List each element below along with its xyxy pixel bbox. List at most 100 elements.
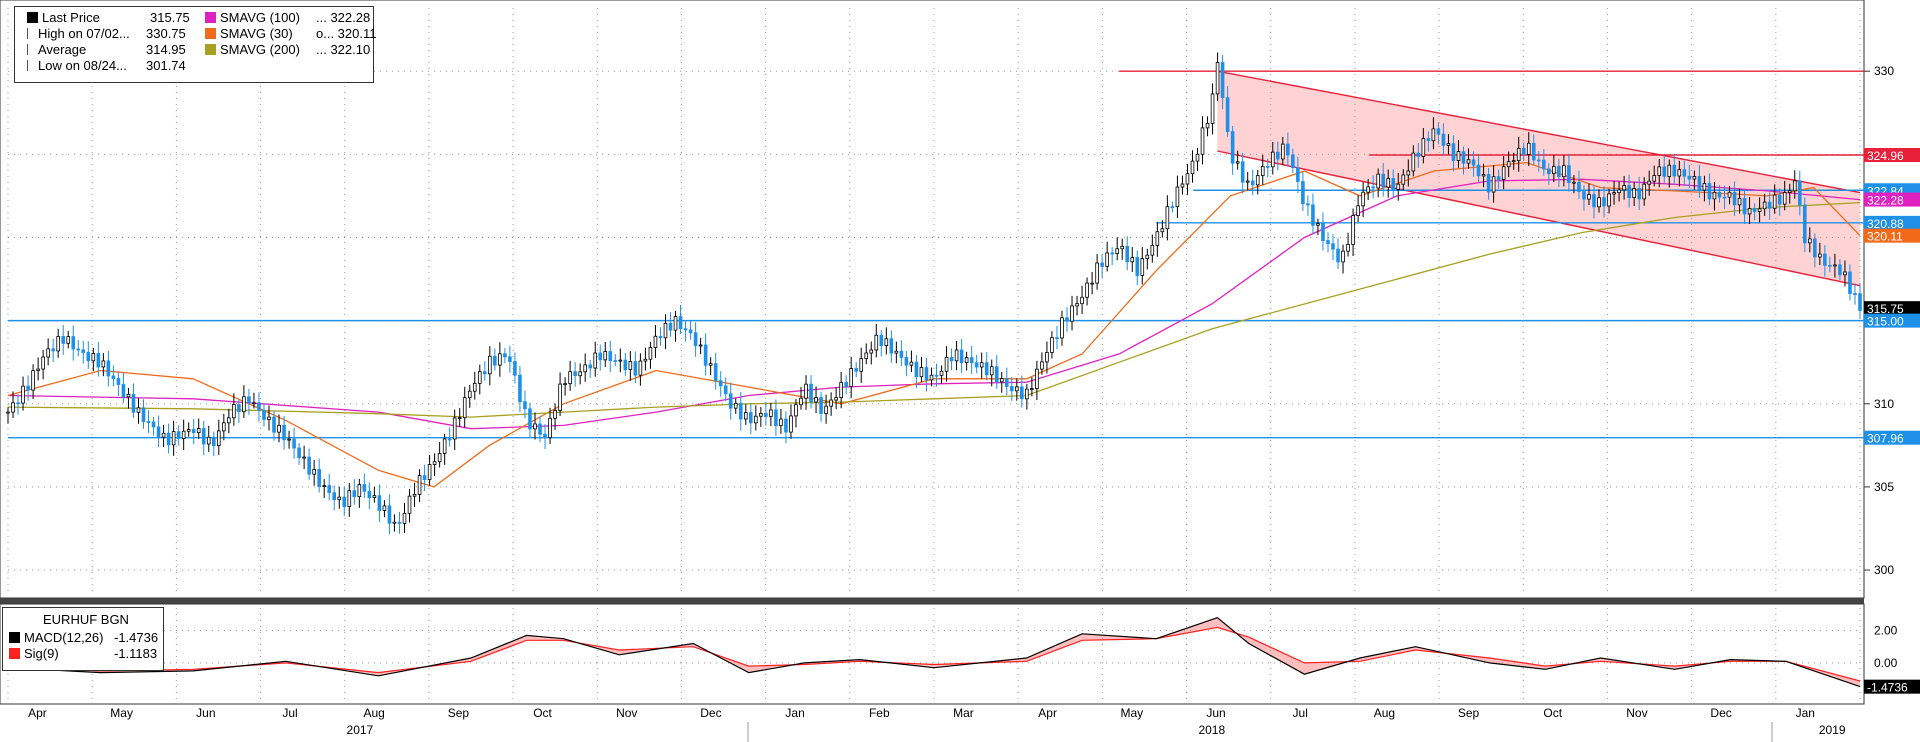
- candle-body: [1065, 317, 1069, 322]
- candle-body: [1406, 170, 1411, 176]
- candle-body: [1767, 201, 1772, 209]
- candle-body: [16, 402, 20, 405]
- legend-ma-row: SMAVG (100) ... 322.28: [205, 10, 370, 26]
- candle-body: [437, 452, 442, 463]
- candle-body: [287, 438, 291, 441]
- candle-body: [302, 456, 306, 459]
- candle-body: [312, 469, 316, 475]
- candle-body: [498, 353, 502, 366]
- candle-body: [1536, 159, 1541, 162]
- price-label-text: 315.00: [1867, 315, 1904, 329]
- candle-body: [1813, 238, 1817, 258]
- candle-body: [1632, 188, 1636, 198]
- candle-body: [1311, 204, 1315, 226]
- candle-body: [1075, 303, 1079, 307]
- x-tick-label: Jul: [282, 706, 297, 720]
- candle-body: [1210, 93, 1215, 124]
- candle-body: [854, 368, 859, 372]
- price-label-tag: 320.88: [1864, 215, 1920, 231]
- candle-body: [91, 353, 96, 362]
- candle-body: [1326, 240, 1330, 245]
- candle-body: [1090, 282, 1094, 285]
- candle-body: [56, 336, 60, 352]
- candle-body: [578, 371, 582, 377]
- candle-body: [1617, 189, 1621, 193]
- candle-body: [839, 382, 843, 398]
- candle-body: [1547, 168, 1551, 175]
- candle-body: [1737, 197, 1742, 206]
- price-label-text: 322.28: [1867, 194, 1904, 208]
- candle-body: [211, 436, 216, 446]
- candle-body: [1717, 191, 1722, 198]
- candle-body: [427, 464, 432, 481]
- candle-body: [1582, 191, 1586, 200]
- x-tick-label: Apr: [1038, 706, 1057, 720]
- candle-body: [1316, 223, 1320, 226]
- candle-body: [904, 357, 909, 366]
- candle-body: [1687, 175, 1692, 180]
- candle-body: [1587, 194, 1591, 200]
- legend-value: 301.74: [146, 58, 186, 73]
- candle-body: [1215, 62, 1220, 95]
- color-swatch-icon: [205, 44, 216, 55]
- price-label-bg: [1864, 192, 1920, 207]
- candle-body: [513, 361, 517, 376]
- candle-body: [974, 362, 979, 368]
- candle-body: [151, 421, 156, 428]
- candle-body: [191, 429, 196, 433]
- candle-body: [1130, 257, 1135, 263]
- candle-body: [1190, 160, 1195, 175]
- candle-body: [568, 371, 572, 385]
- candle-body: [1376, 173, 1380, 189]
- price-label-bg: [1864, 215, 1920, 230]
- legend-value: ... 322.10: [316, 42, 371, 57]
- candle-body: [1356, 205, 1360, 217]
- legend-label: Low on 08/24...: [38, 58, 127, 73]
- x-tick-label: Feb: [869, 706, 890, 720]
- candle-body: [1150, 244, 1155, 256]
- y-tick-label: 330: [1874, 64, 1894, 78]
- candle-body: [1135, 257, 1140, 276]
- candle-body: [96, 353, 101, 368]
- x-tick-label: Dec: [1710, 706, 1731, 720]
- high-tick-icon: [27, 28, 34, 39]
- candle-body: [1270, 151, 1275, 168]
- candle-body: [1296, 167, 1300, 182]
- color-swatch-icon: [9, 648, 20, 659]
- color-swatch-icon: [9, 632, 20, 643]
- candle-body: [1361, 191, 1365, 207]
- candle-body: [417, 475, 422, 495]
- candle-body: [1848, 271, 1852, 294]
- candle-body: [1622, 185, 1626, 191]
- candle-body: [1371, 186, 1375, 189]
- candle-body: [472, 382, 477, 392]
- candle-body: [161, 432, 166, 438]
- candle-body: [538, 423, 542, 435]
- candle-body: [879, 334, 884, 346]
- candle-body: [1085, 282, 1089, 298]
- candle-body: [794, 404, 798, 417]
- candle-body: [252, 402, 256, 405]
- legend-row: Low on 08/24... 301.74: [27, 58, 186, 74]
- candle-body: [1642, 183, 1646, 200]
- candle-body: [1456, 151, 1461, 161]
- candle-body: [1702, 183, 1707, 191]
- candle-body: [1552, 165, 1556, 175]
- candle-body: [101, 360, 106, 368]
- legend-row: High on 07/02... 330.75: [27, 26, 186, 42]
- candle-body: [181, 430, 186, 439]
- macd-legend-row: MACD(12,26) -1.4736: [9, 630, 158, 646]
- candle-body: [1431, 128, 1436, 142]
- candle-body: [884, 338, 889, 346]
- candle-body: [31, 370, 35, 391]
- candle-body: [397, 521, 402, 524]
- candle-body: [1080, 296, 1084, 305]
- candle-body: [1496, 176, 1501, 180]
- candle-body: [1170, 206, 1175, 209]
- candle-body: [1155, 231, 1160, 246]
- candle-body: [11, 402, 15, 413]
- candle-body: [467, 390, 472, 399]
- candle-body: [964, 357, 969, 363]
- candle-body: [959, 349, 964, 363]
- candle-body: [1506, 161, 1511, 168]
